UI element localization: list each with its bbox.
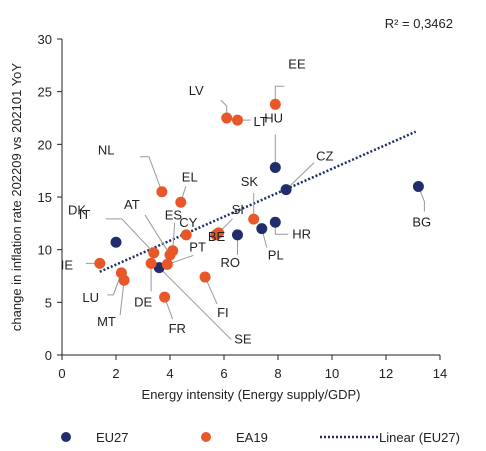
y-tick-label: 25	[38, 85, 52, 100]
leader-lines	[85, 85, 425, 340]
point-lt	[232, 114, 243, 126]
point-label-ro: RO	[221, 255, 241, 270]
y-tick-label: 10	[38, 243, 52, 258]
leader-line-cz	[285, 162, 315, 190]
y-axis-label: change in inflation rate 202209 vs 20210…	[9, 63, 24, 331]
y-tick-label: 30	[38, 32, 52, 47]
point-label-pt: PT	[189, 239, 206, 254]
point-label-cy: CY	[179, 215, 197, 230]
point-ie	[94, 257, 106, 269]
legend-marker-ea19	[201, 432, 211, 442]
x-tick-label: 8	[274, 366, 281, 381]
point-label-pl: PL	[268, 248, 284, 263]
point-label-de: DE	[134, 294, 152, 309]
point-at	[164, 249, 176, 261]
point-label-mt: MT	[97, 314, 116, 329]
point-label-fi: FI	[217, 305, 229, 320]
x-tick-label: 2	[112, 366, 119, 381]
y-tick-labels: 0 5 10 15 20 25 30	[38, 32, 62, 363]
point-hu	[269, 162, 281, 174]
point-el	[175, 196, 187, 208]
point-de	[145, 257, 157, 269]
point-sk	[248, 213, 260, 225]
point-label-ee: EE	[288, 56, 306, 71]
x-tick-label: 0	[58, 366, 65, 381]
trendline	[99, 130, 417, 273]
legend: EU27 EA19 Linear (EU27)	[61, 430, 460, 445]
leader-line-it	[105, 218, 155, 254]
x-tick-label: 10	[325, 366, 339, 381]
point-label-hu: HU	[264, 111, 283, 126]
legend-label-eu27: EU27	[96, 430, 129, 445]
point-label-be: BE	[208, 229, 226, 244]
point-label-nl: NL	[98, 143, 115, 158]
data-points	[94, 98, 424, 303]
r-squared-annotation: R² = 0,3462	[385, 16, 453, 31]
point-label-bg: BG	[412, 214, 431, 229]
trendline-layer	[99, 130, 417, 273]
point-hr	[269, 216, 281, 228]
point-label-at: AT	[124, 197, 140, 212]
point-dk	[110, 236, 122, 248]
point-bg	[412, 180, 424, 192]
point-pl	[256, 223, 268, 235]
point-nl	[156, 186, 168, 198]
y-tick-label: 15	[38, 190, 52, 205]
legend-label-ea19: EA19	[236, 430, 268, 445]
legend-label-linear: Linear (EU27)	[379, 430, 460, 445]
point-fi	[199, 271, 211, 283]
point-be	[210, 229, 222, 241]
leader-line-ee	[274, 85, 285, 105]
point-label-dk: DK	[68, 202, 86, 217]
point-label-si: SI	[232, 202, 244, 217]
point-mt	[118, 274, 130, 286]
point-label-hr: HR	[292, 226, 311, 241]
x-tick-label: 12	[379, 366, 393, 381]
x-axis-label: Energy intensity (Energy supply/GDP)	[142, 387, 361, 402]
point-label-sk: SK	[241, 174, 259, 189]
point-ro	[232, 229, 243, 241]
point-label-es: ES	[165, 208, 183, 223]
point-pt	[161, 258, 173, 270]
y-tick-label: 0	[45, 348, 52, 363]
point-it	[148, 247, 160, 259]
point-label-cz: CZ	[316, 149, 333, 164]
point-cy	[180, 229, 192, 241]
point-ee	[269, 98, 281, 110]
point-label-lu: LU	[82, 290, 99, 305]
y-tick-label: 20	[38, 137, 52, 152]
point-label-it: IT	[79, 207, 91, 222]
point-label-fr: FR	[169, 321, 186, 336]
point-fr	[159, 291, 171, 303]
x-tick-label: 14	[433, 366, 447, 381]
x-tick-labels: 0 2 4 6 8 10 12 14	[58, 355, 447, 381]
y-axis: 0 5 10 15 20 25 30	[38, 32, 63, 363]
point-label-ie: IE	[61, 257, 74, 272]
x-axis: 0 2 4 6 8 10 12 14	[58, 354, 447, 381]
point-label-se: SE	[234, 332, 252, 347]
legend-marker-eu27	[61, 432, 71, 442]
leader-line-at	[144, 214, 171, 256]
point-cz	[280, 184, 292, 196]
leader-line-nl	[139, 156, 163, 192]
point-label-lt: LT	[254, 114, 268, 129]
x-tick-label: 6	[220, 366, 227, 381]
point-lv	[221, 112, 233, 124]
leader-line-se	[158, 267, 232, 340]
y-tick-label: 5	[45, 295, 52, 310]
leader-line-mt	[119, 280, 125, 316]
point-label-el: EL	[182, 169, 198, 184]
x-tick-label: 4	[166, 366, 173, 381]
point-label-lv: LV	[189, 83, 204, 98]
